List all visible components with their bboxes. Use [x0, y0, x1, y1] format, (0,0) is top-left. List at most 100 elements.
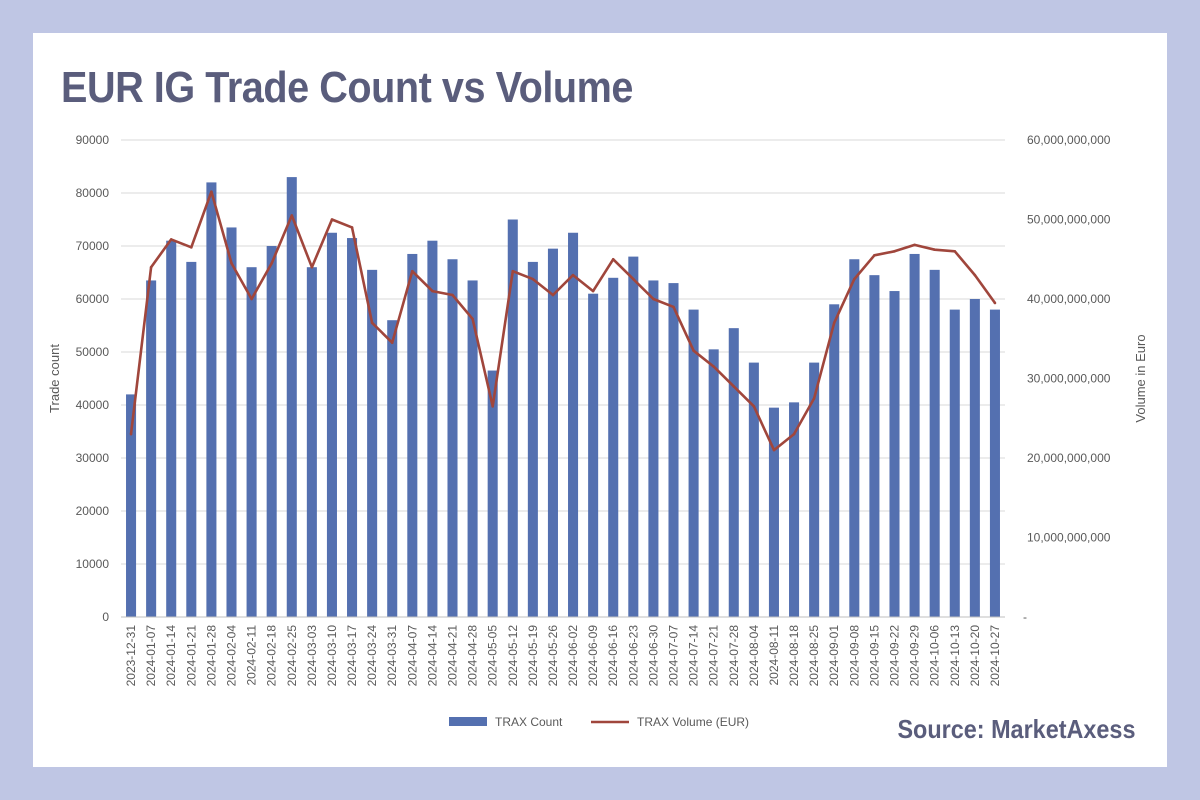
line-point	[310, 265, 314, 269]
x-tick-label: 2024-08-04	[747, 625, 761, 687]
x-tick-label: 2024-10-13	[948, 625, 962, 687]
bar	[608, 277, 619, 617]
y2-axis-label: Volume in Euro	[1133, 334, 1148, 422]
line-point	[832, 321, 836, 325]
line-point	[672, 305, 675, 309]
bar	[326, 232, 337, 617]
x-tick-label: 2024-03-24	[365, 625, 379, 687]
bar	[447, 259, 458, 617]
line-point	[812, 397, 816, 400]
x-tick-label: 2024-01-21	[184, 625, 198, 687]
y-tick-label: 40000	[76, 398, 110, 412]
x-tick-label: 2024-06-02	[566, 625, 580, 687]
line-point	[511, 269, 515, 273]
y2-tick-label: 20,000,000,000	[1027, 451, 1111, 465]
line-point	[270, 261, 273, 265]
y-tick-label: 80000	[76, 186, 110, 200]
bar	[849, 259, 860, 617]
bar	[688, 309, 699, 617]
line-point	[973, 273, 977, 277]
line-point	[169, 238, 173, 241]
x-tick-label: 2024-01-28	[204, 625, 218, 687]
y2-tick-label: -	[1023, 610, 1027, 624]
x-tick-label: 2024-09-15	[867, 625, 881, 687]
x-tick-label: 2024-09-01	[827, 625, 841, 687]
y-tick-label: 30000	[76, 451, 110, 465]
bar	[186, 261, 197, 617]
x-tick-label: 2024-07-21	[707, 625, 721, 687]
line-point	[411, 269, 414, 273]
bar	[387, 320, 398, 617]
bar	[889, 291, 900, 617]
bar	[989, 309, 1000, 617]
line-point	[712, 365, 715, 368]
bar	[568, 232, 579, 617]
bar	[146, 280, 157, 617]
x-tick-label: 2024-03-10	[325, 625, 339, 687]
x-tick-label: 2024-02-04	[225, 625, 239, 687]
x-tick-label: 2024-08-18	[787, 625, 801, 687]
x-tick-label: 2024-06-30	[646, 625, 660, 687]
y-tick-label: 90000	[76, 133, 110, 147]
x-tick-label: 2024-05-05	[486, 625, 500, 687]
x-tick-label: 2023-12-31	[124, 625, 138, 687]
x-tick-label: 2024-10-27	[988, 625, 1002, 687]
line-point	[591, 289, 595, 293]
line-point	[290, 214, 294, 217]
line-point	[129, 432, 133, 436]
x-tick-label: 2024-02-25	[285, 625, 299, 687]
bar	[668, 283, 679, 617]
bar	[949, 309, 960, 617]
bar	[306, 267, 317, 617]
line-point	[953, 250, 957, 253]
x-tick-label: 2024-05-19	[526, 625, 540, 687]
bar	[467, 280, 478, 617]
chart-title: EUR IG Trade Count vs Volume	[61, 63, 633, 112]
bar	[648, 280, 659, 617]
line-point	[853, 277, 856, 281]
bar	[266, 246, 277, 617]
line-point	[330, 218, 334, 221]
line-point	[531, 277, 535, 281]
y2-tick-label: 60,000,000,000	[1027, 133, 1111, 147]
bar	[286, 177, 297, 617]
legend-label-count: TRAX Count	[495, 715, 563, 729]
x-tick-label: 2024-09-22	[888, 625, 902, 687]
x-tick-label: 2024-10-06	[928, 625, 942, 687]
line-point	[390, 341, 394, 345]
bar	[869, 275, 880, 617]
x-tick-label: 2024-02-18	[265, 625, 279, 687]
bar	[527, 261, 538, 617]
bar	[547, 248, 558, 617]
line-point	[431, 289, 434, 293]
x-tick-label: 2024-05-12	[506, 625, 520, 687]
line-point	[652, 297, 655, 301]
line-point	[893, 250, 896, 253]
y-tick-label: 60000	[76, 292, 110, 306]
bar	[588, 293, 599, 617]
line-point	[471, 317, 474, 321]
y-tick-label: 70000	[76, 239, 110, 253]
bar	[166, 240, 177, 617]
bar	[126, 394, 137, 617]
x-tick-label: 2024-04-07	[405, 625, 419, 687]
x-tick-label: 2024-07-07	[667, 625, 681, 687]
bar	[829, 304, 840, 617]
line-point	[190, 246, 193, 249]
x-tick-label: 2024-06-09	[586, 625, 600, 687]
bar	[507, 219, 518, 617]
bar	[809, 362, 820, 617]
line-point	[370, 321, 374, 325]
line-point	[993, 301, 997, 305]
chart-card: EUR IG Trade Count vs Volume 0 10000 20000…	[33, 33, 1167, 767]
line-point	[210, 190, 213, 193]
bar	[768, 407, 779, 617]
bar	[206, 182, 217, 617]
line-point	[149, 265, 153, 269]
line-point	[491, 405, 494, 408]
x-tick-label: 2024-07-28	[727, 625, 741, 687]
line-point	[451, 293, 454, 297]
combo-chart: 0 10000 20000 30000 40000 50000 60000 70000 8000…	[47, 133, 1148, 729]
line-point	[792, 432, 796, 436]
x-tick-label: 2024-04-28	[466, 625, 480, 687]
